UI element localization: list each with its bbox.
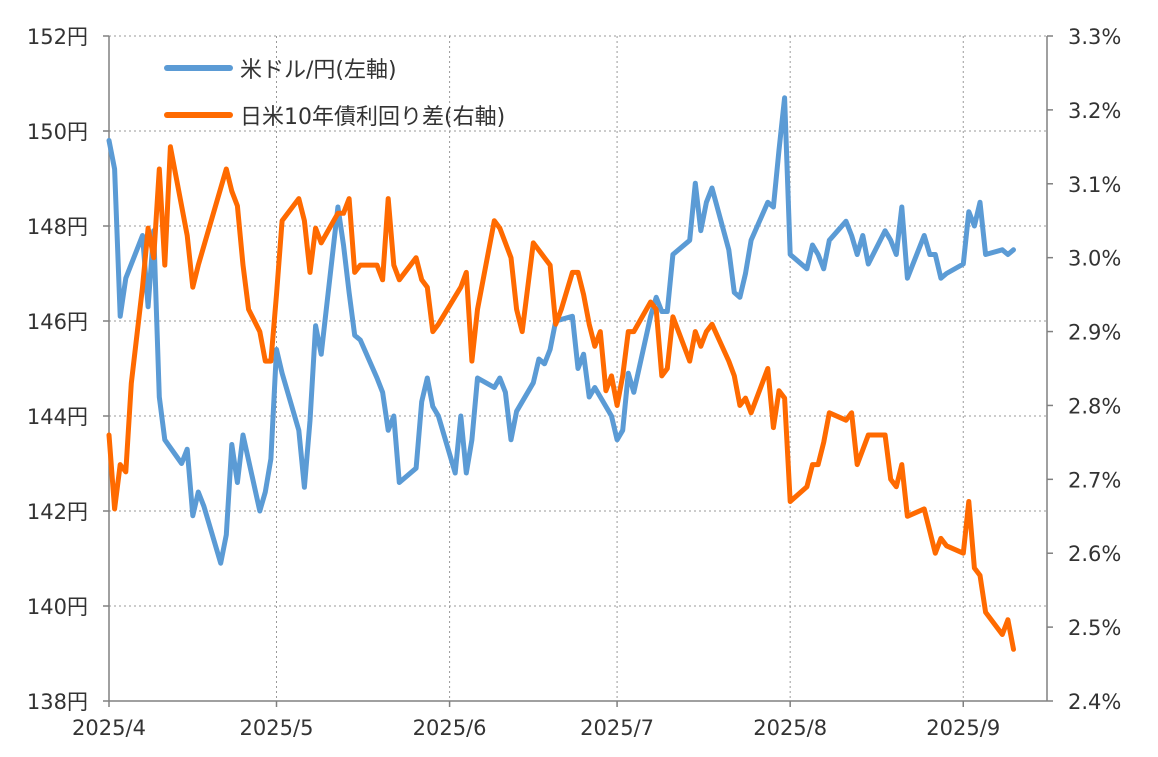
y-right-tick-label: 3.3% (1068, 25, 1121, 49)
x-tick-label: 2025/7 (580, 716, 654, 740)
legend-label-yield-spread: 日米10年債利回り差(右軸) (240, 105, 505, 130)
y-right-tick-label: 3.1% (1068, 173, 1121, 197)
y-left-tick-label: 144円 (27, 405, 88, 429)
series-lines (106, 95, 1016, 652)
legend-label-usdjpy: 米ドル/円(左軸) (240, 58, 397, 83)
y-left-tick-label: 146円 (27, 310, 88, 334)
y-right-tick-label: 2.9% (1068, 321, 1121, 345)
y-right-tick-label: 2.6% (1068, 542, 1121, 566)
y-left-tick-label: 138円 (27, 690, 88, 714)
y-left-tick-label: 142円 (27, 500, 88, 524)
grid-lines (109, 35, 1048, 701)
tick-labels: 138円 140円 142円 144円 146円 148円 150円 152円 2.4% 2.5%… (27, 25, 1121, 740)
y-right-tick-label: 2.4% (1068, 690, 1121, 714)
y-right-tick-label: 3.2% (1068, 99, 1121, 123)
x-tick-label: 2025/5 (240, 716, 314, 740)
x-tick-label: 2025/8 (753, 716, 827, 740)
y-left-tick-label: 152円 (27, 25, 88, 49)
y-left-tick-label: 140円 (27, 595, 88, 619)
y-right-tick-label: 2.5% (1068, 616, 1121, 640)
legend: 米ドル/円(左軸) 日米10年債利回り差(右軸) (164, 58, 505, 130)
x-tick-label: 2025/4 (72, 716, 146, 740)
y-right-tick-label: 2.7% (1068, 468, 1121, 492)
x-tick-label: 2025/6 (413, 716, 487, 740)
series-line-yield-spread (106, 144, 1016, 652)
y-right-tick-label: 3.0% (1068, 247, 1121, 271)
y-left-tick-label: 148円 (27, 215, 88, 239)
y-left-tick-label: 150円 (27, 120, 88, 144)
x-tick-label: 2025/9 (926, 716, 1000, 740)
y-right-tick-label: 2.8% (1068, 394, 1121, 418)
